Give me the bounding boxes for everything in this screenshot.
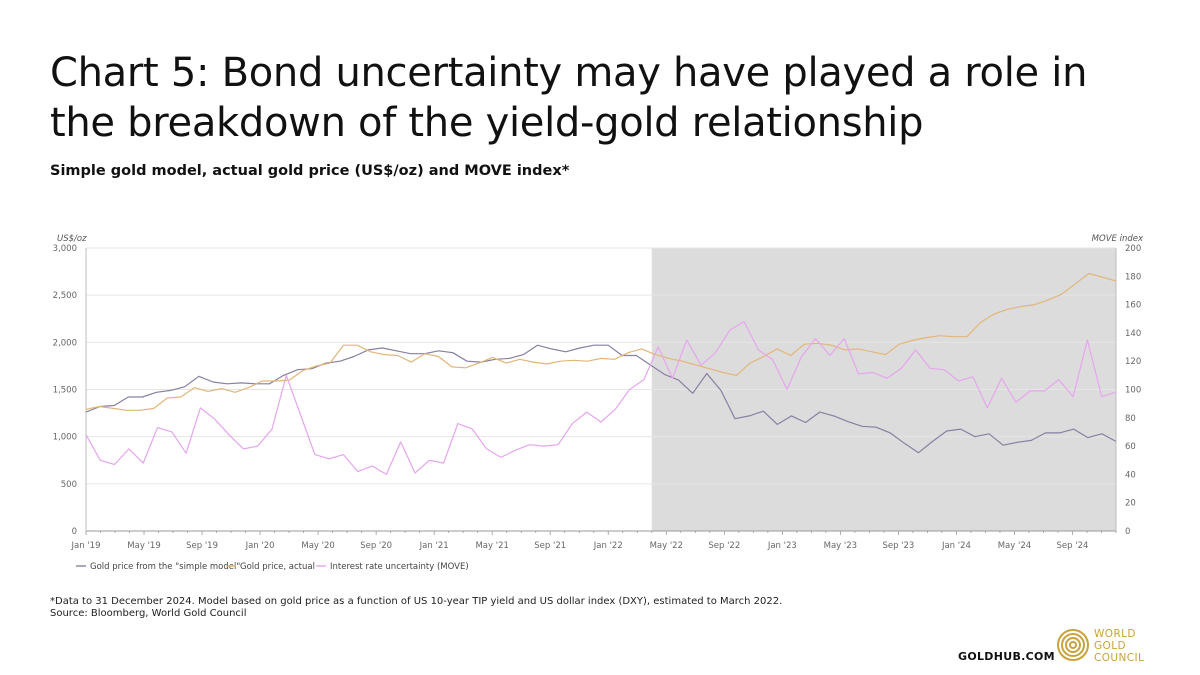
left-tick-label: 0 xyxy=(72,527,77,537)
right-tick-label: 100 xyxy=(1125,386,1141,396)
wgc-line-council: COUNCIL xyxy=(1094,652,1145,664)
footnote-source: Source: Bloomberg, World Gold Council xyxy=(50,608,247,619)
x-tick-label: Jan '23 xyxy=(767,541,797,551)
x-tick-label: May '23 xyxy=(824,541,857,551)
legend-label: Gold price, actual xyxy=(240,562,315,572)
legend-label: Interest rate uncertainty (MOVE) xyxy=(330,562,469,572)
series-line-move xyxy=(85,321,1117,475)
gold-move-chart: 0 500 1,000 1,500 2,000 2,500 3,000 0 20 40 60 80 10… xyxy=(53,234,1144,572)
x-tick-label: May '21 xyxy=(475,541,508,551)
x-tick-label: Sep '22 xyxy=(708,541,740,551)
right-tick-label: 180 xyxy=(1125,272,1141,282)
left-tick-label: 2,000 xyxy=(53,338,77,348)
right-tick-label: 160 xyxy=(1125,301,1141,311)
series-line-gold-actual xyxy=(85,272,1117,411)
x-tick-label: Sep '20 xyxy=(360,541,392,551)
left-tick-label: 1,000 xyxy=(53,433,77,443)
x-tick-label: Jan '19 xyxy=(71,541,101,551)
left-tick-label: 500 xyxy=(61,480,77,490)
right-tick-label: 20 xyxy=(1125,499,1136,509)
x-tick-label: Jan '20 xyxy=(245,541,275,551)
chart-subtitle: Simple gold model, actual gold price (US… xyxy=(50,163,570,179)
footnote-data-note: *Data to 31 December 2024. Model based o… xyxy=(50,596,783,607)
right-tick-label: 0 xyxy=(1125,527,1130,537)
x-tick-label: May '22 xyxy=(650,541,683,551)
world-gold-council-logo: WORLD GOLD COUNCIL xyxy=(1056,627,1166,667)
right-axis-unit: MOVE index xyxy=(1092,234,1144,244)
left-tick-label: 2,500 xyxy=(53,291,77,301)
goldhub-link[interactable]: GOLDHUB.COM xyxy=(958,650,1055,663)
x-tick-label: Jan '24 xyxy=(941,541,971,551)
x-tick-label: Sep '21 xyxy=(534,541,566,551)
footnote: *Data to 31 December 2024. Model based o… xyxy=(50,596,782,620)
x-tick-label: May '19 xyxy=(127,541,160,551)
wgc-line-world: WORLD xyxy=(1094,628,1136,640)
x-tick-label: Sep '19 xyxy=(186,541,218,551)
x-tick-label: May '20 xyxy=(301,541,334,551)
page-title: Chart 5: Bond uncertainty may have playe… xyxy=(50,50,1088,146)
x-tick-label: Sep '23 xyxy=(882,541,914,551)
x-tick-label: May '24 xyxy=(998,541,1031,551)
left-tick-label: 3,000 xyxy=(53,244,77,254)
x-tick-label: Sep '24 xyxy=(1057,541,1089,551)
left-tick-label: 1,500 xyxy=(53,386,77,396)
right-tick-label: 120 xyxy=(1125,357,1141,367)
right-tick-label: 140 xyxy=(1125,329,1141,339)
right-tick-label: 200 xyxy=(1125,244,1141,254)
legend-label: Gold price from the "simple model" xyxy=(90,562,240,572)
right-tick-label: 80 xyxy=(1125,414,1136,424)
wgc-rings-icon xyxy=(1057,629,1089,661)
x-tick-label: Jan '21 xyxy=(419,541,449,551)
right-tick-label: 40 xyxy=(1125,470,1136,480)
left-axis-unit: US$/oz xyxy=(57,234,87,244)
wgc-line-gold: GOLD xyxy=(1094,640,1126,652)
right-tick-label: 60 xyxy=(1125,442,1136,452)
x-tick-label: Jan '22 xyxy=(593,541,623,551)
